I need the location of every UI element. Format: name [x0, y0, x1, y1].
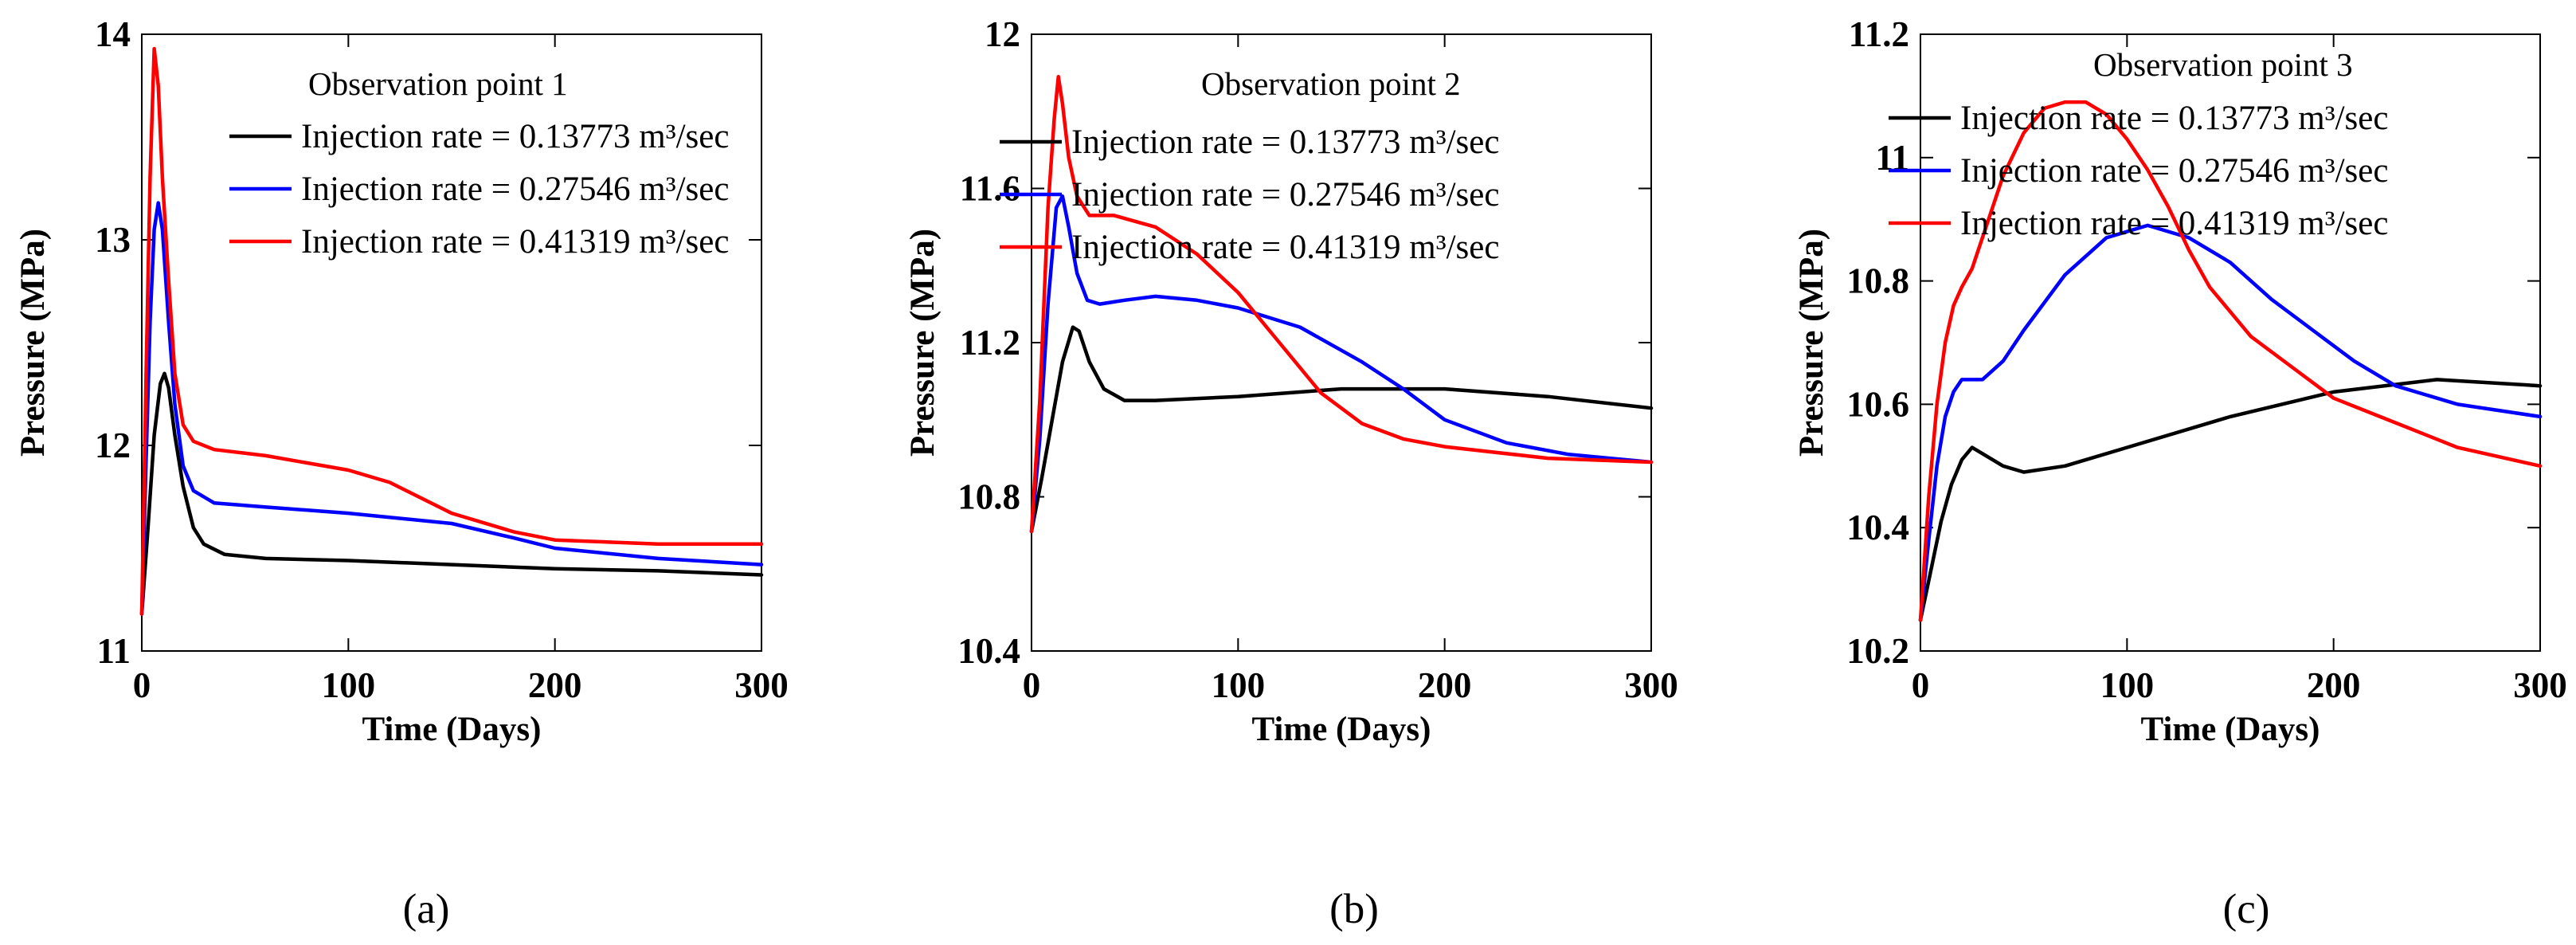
y-tick-label: 10.8: [957, 477, 1020, 517]
y-tick-label: 10.8: [1846, 261, 1909, 301]
legend-entry-2: Injection rate = 0.27546 m³/sec: [301, 171, 729, 208]
series-line-2: [139, 201, 764, 616]
legend-entry-3: Injection rate = 0.41319 m³/sec: [301, 223, 729, 261]
x-axis-label: Time (Days): [1252, 711, 1431, 748]
x-tick-label: 300: [734, 665, 789, 705]
legend-entry-1: Injection rate = 0.13773 m³/sec: [1960, 100, 2388, 137]
legend-entry-1: Injection rate = 0.13773 m³/sec: [301, 118, 729, 155]
y-tick-label: 10.4: [957, 631, 1020, 671]
chart-panel-1: 0 100 200 300 11 12 13 14 Time (Days) Pressure (M…: [14, 14, 789, 932]
x-tick-label: 100: [1212, 665, 1266, 705]
legend-entry-2: Injection rate = 0.27546 m³/sec: [1071, 176, 1499, 214]
y-tick-label: 12: [95, 425, 131, 465]
series-line-2: [1029, 194, 1654, 534]
series-line-1: [139, 371, 764, 616]
series-line-3: [1029, 74, 1654, 534]
plot-frame: [141, 33, 762, 652]
legend-title: Observation point 3: [2093, 46, 2353, 83]
x-tick-label: 200: [2307, 665, 2361, 705]
x-axis-label: Time (Days): [362, 711, 542, 748]
y-tick-label: 14: [95, 14, 131, 54]
y-tick-label: 10.4: [1846, 508, 1909, 547]
x-tick-label: 100: [322, 665, 376, 705]
legend-entry-3: Injection rate = 0.41319 m³/sec: [1960, 205, 2388, 242]
x-tick-label: 300: [2513, 665, 2567, 705]
y-tick-label: 11: [96, 631, 131, 671]
series-line-3: [1918, 100, 2543, 622]
panel-caption: (a): [403, 886, 450, 932]
x-tick-label: 100: [2100, 665, 2155, 705]
panel-caption: (b): [1329, 886, 1379, 932]
y-axis-label: Pressure (MPa): [904, 229, 942, 457]
plot-frame: [1920, 33, 2541, 652]
x-tick-label: 0: [1912, 665, 1930, 705]
y-tick-label: 11.2: [960, 323, 1020, 363]
legend-title: Observation point 2: [1201, 65, 1461, 102]
y-tick-label: 13: [95, 220, 131, 260]
legend-title: Observation point 1: [308, 65, 568, 102]
x-axis-label: Time (Days): [2141, 711, 2320, 748]
panel-caption: (c): [2223, 886, 2270, 932]
y-tick-label: 10.2: [1846, 631, 1909, 671]
y-axis-label: Pressure (MPa): [14, 229, 52, 457]
legend-entry-2: Injection rate = 0.27546 m³/sec: [1960, 152, 2388, 190]
legend-entry-1: Injection rate = 0.13773 m³/sec: [1071, 124, 1499, 161]
y-tick-label: 11.6: [960, 169, 1020, 209]
y-tick-label: 12: [985, 14, 1020, 54]
y-tick-label: 10.6: [1846, 384, 1909, 424]
series-line-2: [1918, 223, 2543, 622]
series-line-1: [1918, 378, 2543, 622]
x-tick-label: 0: [133, 665, 151, 705]
x-tick-label: 200: [528, 665, 582, 705]
x-tick-label: 0: [1023, 665, 1041, 705]
legend-entry-3: Injection rate = 0.41319 m³/sec: [1071, 229, 1499, 266]
y-axis-label: Pressure (MPa): [1793, 229, 1830, 457]
series-line-1: [1029, 325, 1654, 534]
series-line-3: [139, 46, 764, 616]
x-tick-label: 200: [1418, 665, 1472, 705]
chart-panel-2: 0 100 200 300 10.4 10.8 11.2 11.6 12 Time (Days) P…: [904, 14, 1678, 932]
x-tick-label: 300: [1624, 665, 1678, 705]
y-tick-label: 11.2: [1849, 14, 1909, 54]
